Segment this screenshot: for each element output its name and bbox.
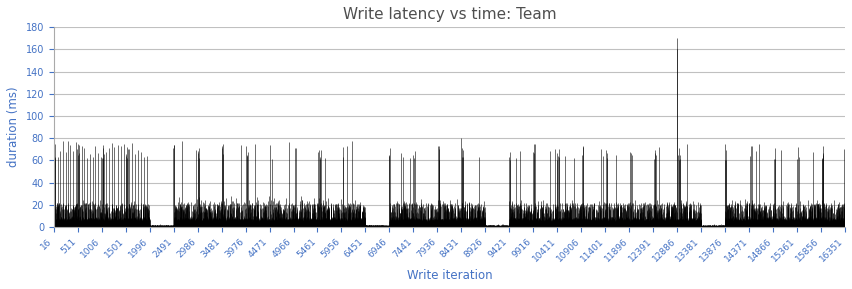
Title: Write latency vs time: Team: Write latency vs time: Team: [343, 7, 556, 22]
X-axis label: Write iteration: Write iteration: [406, 269, 492, 282]
Y-axis label: duration (ms): duration (ms): [7, 87, 20, 168]
